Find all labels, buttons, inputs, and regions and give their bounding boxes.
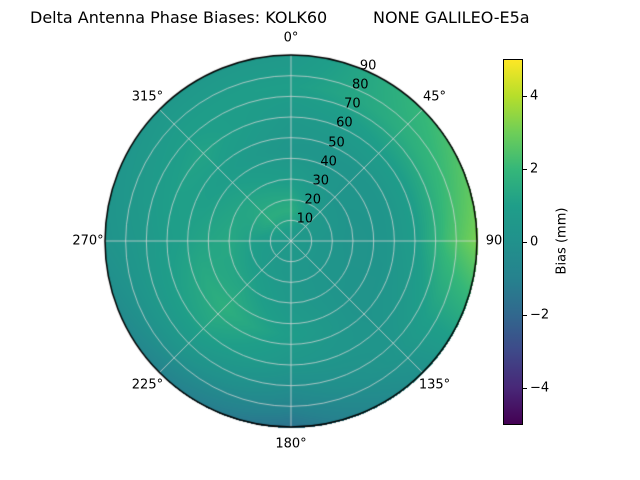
colorbar	[503, 59, 523, 425]
radial-tick-label: 10	[296, 211, 314, 227]
radial-tick-label: 80	[351, 77, 369, 93]
angular-tick-label: 180°	[275, 436, 307, 452]
colorbar-label: Bias (mm)	[554, 207, 570, 275]
colorbar-tick-label: 2	[530, 161, 539, 177]
colorbar-tick-label: 0	[530, 234, 539, 250]
angular-tick-label: 270°	[72, 233, 104, 249]
radial-tick-label: 90	[359, 58, 377, 74]
colorbar-tick-label: −4	[530, 380, 550, 396]
colorbar-tick-label: 4	[530, 88, 539, 104]
colorbar-tickmark	[523, 95, 527, 97]
angular-tick-label: 225°	[131, 377, 164, 393]
angular-tick-label: 0°	[283, 30, 299, 46]
colorbar-tickmark	[523, 242, 527, 243]
angular-tick-label: 45°	[423, 89, 447, 105]
angular-tick-label: 90	[485, 233, 503, 249]
radial-tick-label: 70	[344, 96, 361, 112]
radial-tick-label: 20	[304, 192, 322, 208]
colorbar-tickmark	[523, 168, 527, 170]
angular-tick-label: 315°	[131, 89, 164, 105]
radial-tick-label: 50	[328, 135, 345, 151]
radial-tick-label: 60	[336, 115, 353, 131]
angular-tick-label: 135°	[418, 377, 451, 393]
colorbar-tickmark	[523, 388, 527, 390]
radial-tick-label: 30	[312, 173, 329, 189]
colorbar-tick-label: −2	[530, 307, 550, 323]
radial-tick-label: 40	[320, 154, 337, 170]
colorbar-tickmark	[523, 315, 527, 317]
